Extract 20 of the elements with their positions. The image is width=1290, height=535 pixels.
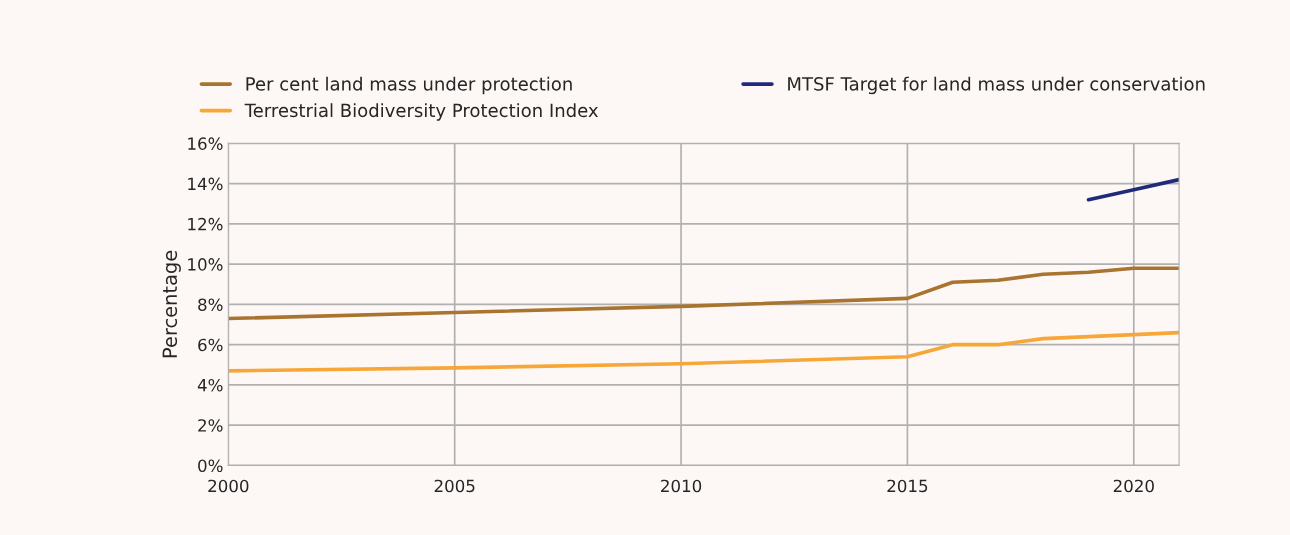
y-tick-label: 0%: [198, 459, 223, 473]
y-tick-label: 2%: [198, 419, 223, 432]
y-tick-label: 12%: [188, 217, 223, 231]
x-tick-label: 2010: [661, 479, 702, 493]
y-tick-label: 6%: [198, 338, 223, 352]
x-tick-label: 2015: [887, 479, 928, 493]
y-axis-title: Percentage: [162, 250, 181, 358]
y-tick-label: 10%: [188, 258, 223, 271]
legend-label: Terrestrial Biodiversity Protection Index: [244, 103, 599, 121]
y-tick-label: 14%: [188, 177, 223, 191]
legend-label: Per cent land mass under protection: [246, 76, 572, 95]
y-tick-label: 4%: [197, 378, 223, 392]
y-tick-label: 8%: [198, 298, 223, 311]
x-tick-label: 2000: [208, 479, 249, 493]
line-series: [228, 266, 1180, 321]
y-tick-label: 16%: [188, 137, 223, 150]
x-tick-label: 2005: [434, 479, 475, 493]
legend-label: MTSF Target for land mass under conservation: [788, 76, 1205, 95]
line-series: [228, 330, 1180, 373]
x-tick-label: 2020: [1113, 479, 1154, 493]
